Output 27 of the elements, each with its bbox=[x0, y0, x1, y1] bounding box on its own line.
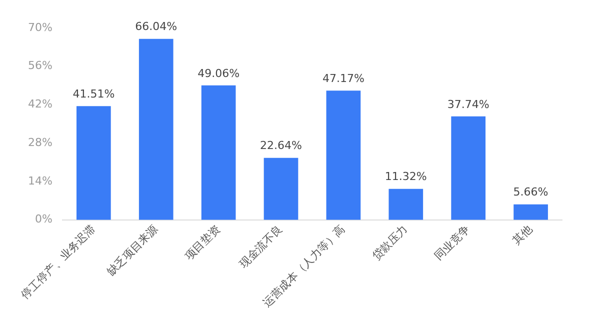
y-tick-label: 56% bbox=[28, 59, 52, 72]
data-label: 5.66% bbox=[513, 186, 548, 199]
x-tick-label: 现金流不良 bbox=[237, 222, 286, 271]
data-label: 41.51% bbox=[72, 87, 115, 100]
bar bbox=[201, 85, 236, 220]
x-tick-label: 缺乏项目来源 bbox=[104, 222, 160, 278]
bar bbox=[326, 90, 361, 220]
x-tick-label: 同业竞争 bbox=[432, 222, 472, 263]
x-tick-label: 其他 bbox=[510, 222, 535, 248]
x-tick-label: 项目垫资 bbox=[182, 222, 223, 263]
y-tick-label: 14% bbox=[28, 174, 52, 188]
y-tick-label: 70% bbox=[28, 20, 52, 34]
bar bbox=[514, 204, 548, 220]
data-label: 11.32% bbox=[384, 170, 427, 184]
y-tick-label: 42% bbox=[28, 98, 52, 111]
y-tick-label: 28% bbox=[28, 136, 52, 149]
bar bbox=[264, 158, 298, 220]
bar bbox=[451, 116, 486, 220]
bar bbox=[76, 106, 111, 220]
data-label: 37.74% bbox=[447, 98, 490, 111]
x-tick-label: 贷款压力 bbox=[370, 222, 410, 263]
data-label: 47.17% bbox=[322, 72, 364, 85]
bar bbox=[388, 188, 424, 220]
data-label: 66.04% bbox=[135, 20, 178, 34]
bar bbox=[138, 38, 174, 220]
data-label: 49.06% bbox=[198, 66, 240, 80]
data-label: 22.64% bbox=[260, 139, 302, 152]
